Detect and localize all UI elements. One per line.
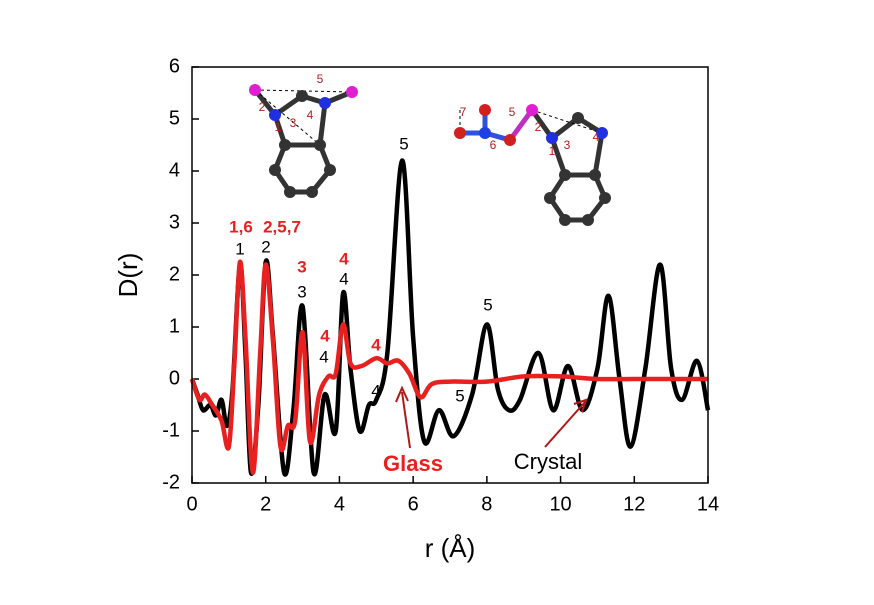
x-axis-label: r (Å) [425, 533, 476, 563]
x-tick-label: 10 [549, 493, 571, 515]
y-axis-label: D(r) [113, 253, 143, 298]
molecule-label: 7 [460, 105, 467, 119]
molecule-label: 4 [307, 108, 314, 122]
arrow [544, 398, 588, 448]
x-tick-label: 14 [697, 493, 719, 515]
molecule-left [249, 84, 358, 198]
crystal-peak-label: 2 [261, 237, 270, 256]
series-line [189, 259, 708, 475]
molecule-right [454, 104, 611, 226]
y-tick-label: 5 [169, 107, 180, 129]
molecule-label: 3 [290, 116, 297, 130]
series-label: Crystal [514, 449, 582, 474]
crystal-peak-label: 1 [235, 239, 244, 258]
x-tick-label: 0 [186, 493, 197, 515]
y-tick-label: -1 [162, 419, 180, 441]
molecule-label: 6 [490, 138, 497, 152]
molecule-label: 2 [259, 100, 266, 114]
x-tick-label: 4 [334, 493, 345, 515]
y-tick-label: 1 [169, 315, 180, 337]
crystal-peak-label: 5 [455, 386, 464, 405]
molecule-label: 3 [564, 138, 571, 152]
y-tick-label: 3 [169, 211, 180, 233]
x-tick-label: 2 [260, 493, 271, 515]
y-tick-label: 2 [169, 263, 180, 285]
glass-peak-label: 4 [320, 326, 330, 345]
crystal-peak-label: 4 [339, 269, 348, 288]
glass-peak-label: 3 [297, 257, 306, 276]
crystal-peak-label: 4 [371, 381, 380, 400]
molecule-label: 4 [593, 130, 600, 144]
molecule-label: 1 [275, 120, 282, 134]
molecule-label: 1 [549, 144, 556, 158]
y-tick-label: -2 [162, 471, 180, 493]
glass-peak-label: 4 [339, 249, 349, 268]
crystal-peak-label: 5 [483, 295, 492, 314]
arrow [395, 385, 411, 449]
crystal-peak-label: 5 [399, 134, 408, 153]
glass-peak-label: 1,6 [229, 217, 253, 236]
y-tick-label: 6 [169, 55, 180, 77]
x-tick-label: 6 [408, 493, 419, 515]
glass-peak-label: 2,5,7 [263, 217, 301, 236]
plot-frame [191, 66, 709, 484]
crystal-peak-label: 4 [319, 347, 328, 366]
x-tick-label: 8 [481, 493, 492, 515]
y-tick-label: 0 [169, 367, 180, 389]
molecule-label: 5 [317, 72, 324, 86]
x-tick-label: 12 [623, 493, 645, 515]
molecule-label: 2 [535, 120, 542, 134]
series-label: Glass [383, 451, 443, 476]
molecule-label: 5 [509, 105, 516, 119]
y-tick-label: 4 [169, 159, 180, 181]
glass-peak-label: 4 [371, 335, 381, 354]
crystal-peak-label: 3 [297, 282, 306, 301]
